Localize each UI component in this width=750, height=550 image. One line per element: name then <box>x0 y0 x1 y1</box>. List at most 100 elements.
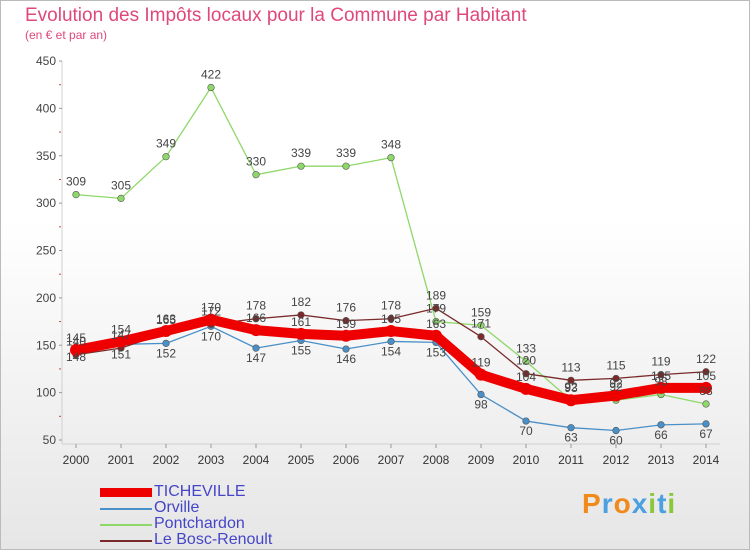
legend-label-ticheville: TICHEVILLE <box>154 483 246 500</box>
data-point-ticheville <box>520 382 532 395</box>
x-tick-label: 2004 <box>243 453 270 467</box>
data-point-ticheville <box>565 394 577 407</box>
data-label-pontchardon: 330 <box>246 155 266 169</box>
data-point-pontchardon <box>522 357 530 365</box>
data-point-ticheville <box>475 368 487 381</box>
data-point-le-bosc-renoult <box>342 317 350 325</box>
data-label-orville: 146 <box>336 352 356 366</box>
data-point-le-bosc-renoult <box>657 371 665 379</box>
x-tick-label: 2012 <box>603 453 630 467</box>
data-label-ticheville: 163 <box>156 312 176 326</box>
data-label-ticheville: 105 <box>651 369 671 383</box>
data-label-orville: 148 <box>66 350 86 364</box>
data-label-orville: 66 <box>654 428 668 442</box>
data-label-orville: 170 <box>201 329 221 343</box>
data-point-orville <box>702 420 710 428</box>
data-point-ticheville <box>430 329 442 342</box>
data-label-pontchardon: 98 <box>654 375 668 389</box>
data-point-pontchardon <box>252 171 260 179</box>
legend-swatch-pontchardon <box>100 524 152 526</box>
data-point-le-bosc-renoult <box>702 368 710 376</box>
y-tick-label: 50 <box>43 433 57 447</box>
data-point-ticheville <box>655 381 667 394</box>
data-label-orville: 98 <box>474 398 488 412</box>
data-point-ticheville <box>385 325 397 338</box>
data-point-ticheville <box>205 313 217 326</box>
data-label-pontchardon: 309 <box>66 175 86 189</box>
data-point-ticheville <box>70 343 82 356</box>
data-point-ticheville <box>250 324 262 337</box>
legend-item-ticheville: TICHEVILLE <box>100 483 330 500</box>
data-label-pontchardon: 422 <box>201 68 221 82</box>
data-label-orville: 154 <box>381 344 401 358</box>
x-tick-label: 2013 <box>648 453 675 467</box>
data-point-pontchardon <box>297 162 305 170</box>
data-label-pontchardon: 88 <box>699 384 713 398</box>
data-label-le-bosc-renoult: 140 <box>66 335 86 349</box>
data-label-orville: 152 <box>156 346 176 360</box>
proxiti-logo: Proxiti <box>582 488 677 519</box>
y-tick-label: 350 <box>36 149 56 163</box>
data-label-ticheville: 104 <box>516 370 536 384</box>
data-point-ticheville <box>700 381 712 394</box>
legend-swatch-ticheville <box>100 488 152 497</box>
data-label-pontchardon: 349 <box>156 137 176 151</box>
data-point-pontchardon <box>432 317 440 326</box>
data-point-le-bosc-renoult <box>612 374 620 383</box>
data-point-orville <box>567 424 575 432</box>
data-point-orville <box>522 417 530 425</box>
data-label-pontchardon: 339 <box>291 146 311 160</box>
data-label-pontchardon: 133 <box>516 341 536 355</box>
data-point-le-bosc-renoult <box>432 304 440 312</box>
data-label-pontchardon: 339 <box>336 146 356 160</box>
legend-item-orville: Orville <box>100 499 330 516</box>
data-point-pontchardon <box>72 190 80 199</box>
data-point-pontchardon <box>117 194 125 202</box>
data-point-le-bosc-renoult <box>477 333 485 341</box>
data-label-le-bosc-renoult: 165 <box>156 313 176 327</box>
data-point-orville <box>252 344 260 352</box>
chart-subtitle: (en € et par an) <box>25 28 108 42</box>
data-point-ticheville <box>160 325 172 338</box>
y-tick-label: 250 <box>36 244 56 258</box>
data-point-pontchardon <box>207 83 215 92</box>
data-label-le-bosc-renoult: 115 <box>606 358 625 372</box>
data-point-pontchardon <box>702 400 710 408</box>
data-label-pontchardon: 92 <box>609 380 623 394</box>
legend: TICHEVILLE Orville Pontchardon Le Bosc-R… <box>100 483 330 548</box>
data-label-le-bosc-renoult: 147 <box>111 328 131 342</box>
y-tick-label: 150 <box>36 338 56 352</box>
data-label-orville: 63 <box>564 431 578 445</box>
y-tick-label: 400 <box>36 101 56 115</box>
data-label-le-bosc-renoult: 189 <box>426 288 446 302</box>
data-point-le-bosc-renoult <box>522 370 530 378</box>
data-point-pontchardon <box>342 162 350 170</box>
data-label-le-bosc-renoult: 120 <box>516 354 536 368</box>
x-tick-label: 2006 <box>333 453 360 467</box>
legend-item-le-bosc-renoult: Le Bosc-Renoult <box>100 531 330 548</box>
data-label-orville: 147 <box>246 351 266 365</box>
data-label-le-bosc-renoult: 119 <box>651 355 670 369</box>
data-label-le-bosc-renoult: 113 <box>561 360 580 374</box>
data-label-orville: 155 <box>291 344 311 358</box>
legend-label-orville: Orville <box>154 499 200 516</box>
data-label-pontchardon: 92 <box>564 380 578 394</box>
data-label-le-bosc-renoult: 182 <box>291 295 311 309</box>
data-point-pontchardon <box>162 153 170 161</box>
data-label-le-bosc-renoult: 122 <box>696 352 716 366</box>
data-point-pontchardon <box>387 154 395 162</box>
data-point-orville <box>612 426 620 435</box>
y-tick-label: 100 <box>36 386 56 400</box>
x-tick-label: 2005 <box>288 453 315 467</box>
data-label-le-bosc-renoult: 178 <box>246 299 266 313</box>
data-point-orville <box>477 390 485 399</box>
data-label-ticheville: 170 <box>201 301 221 315</box>
x-tick-label: 2000 <box>63 453 90 467</box>
data-point-le-bosc-renoult <box>387 315 395 323</box>
data-label-ticheville: 119 <box>471 356 490 370</box>
data-label-ticheville: 161 <box>291 315 311 329</box>
data-point-le-bosc-renoult <box>567 376 575 384</box>
x-tick-label: 2009 <box>468 453 495 467</box>
legend-item-pontchardon: Pontchardon <box>100 515 330 532</box>
